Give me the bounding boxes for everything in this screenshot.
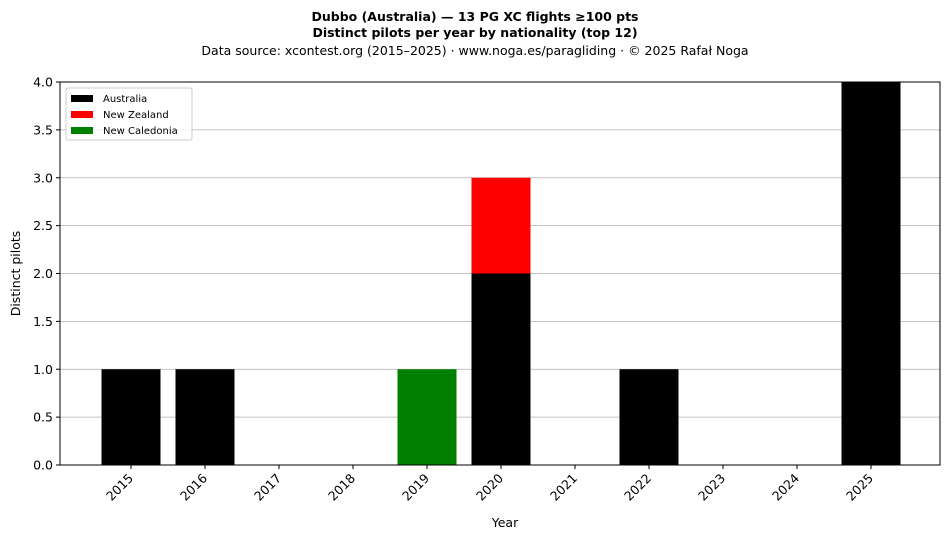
legend-label: New Zealand [103,110,169,121]
chart-title: Dubbo (Australia) — 13 PG XC flights ≥10… [311,9,638,24]
legend-label: New Caledonia [103,126,178,137]
legend-swatch-australia [71,95,93,102]
x-tick-label: 2023 [695,471,728,504]
y-tick-label: 3.5 [33,122,53,137]
legend-swatch-new-zealand [71,111,93,118]
x-tick-label: 2025 [843,471,876,504]
y-tick-label: 0.0 [33,458,53,473]
x-tick-label: 2020 [473,470,506,503]
y-tick-label: 3.0 [33,170,53,185]
bar-new-zealand-2020 [471,177,531,274]
x-tick-label: 2015 [103,471,136,504]
bar-australia-2022 [619,369,679,465]
y-tick-label: 4.0 [33,75,53,90]
chart-subtitle: Distinct pilots per year by nationality … [312,25,637,40]
legend-box [65,87,193,141]
bar-australia-2020 [471,273,531,465]
bar-australia-2016 [175,369,235,465]
bar-australia-2025 [841,82,901,465]
y-axis-label: Distinct pilots [8,231,23,317]
chart-source: Data source: xcontest.org (2015–2025) · … [201,43,748,58]
x-axis-label: Year [491,515,519,530]
legend-swatch-new-caledonia [71,127,93,134]
x-tick-label: 2019 [399,470,432,503]
y-tick-label: 2.0 [33,266,53,281]
y-tick-label: 1.5 [33,314,53,329]
x-tick-label: 2024 [769,470,802,503]
legend-label: Australia [103,94,147,105]
y-ticks: 0.0 0.5 1.0 1.5 2.0 2.5 3.0 3.5 4.0 [33,75,60,473]
x-tick-label: 2018 [325,470,358,503]
x-tick-label: 2016 [177,470,210,503]
x-tick-label: 2021 [547,471,580,504]
bar-new-caledonia-2019 [397,369,457,465]
bar-australia-2015 [101,369,161,465]
x-ticks: 2015 2016 2017 2018 2019 2020 2021 2022 2023 2024… [103,465,876,504]
legend: Australia New Zealand New Caledonia [65,87,193,141]
y-tick-label: 1.0 [33,362,53,377]
x-tick-label: 2017 [251,471,284,504]
bars [101,82,901,465]
y-tick-label: 2.5 [33,218,53,233]
x-tick-label: 2022 [621,471,654,504]
y-tick-label: 0.5 [33,410,53,425]
